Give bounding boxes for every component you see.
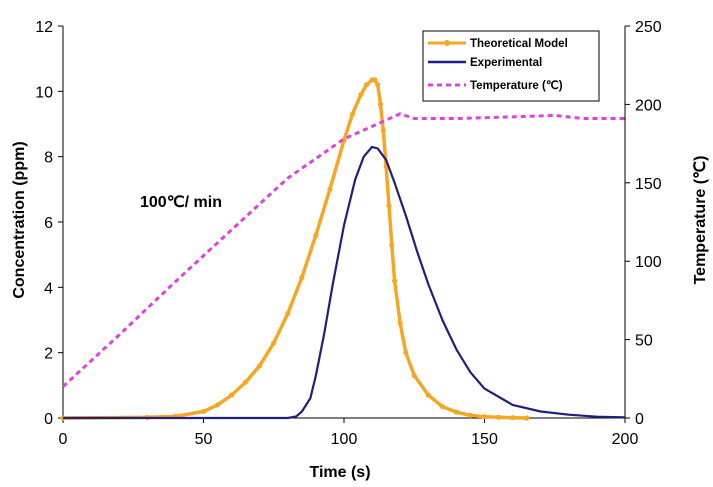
x-tick-label: 150 <box>471 431 498 448</box>
series-point-theoretical-model <box>439 403 445 410</box>
series-point-theoretical-model <box>214 402 221 408</box>
series-point-theoretical-model <box>327 186 333 192</box>
x-tick-label: 100 <box>331 431 358 448</box>
series-point-theoretical-model <box>257 363 263 369</box>
legend-label-theoretical: Theoretical Model <box>470 38 568 50</box>
y-tick-label: 6 <box>44 215 53 232</box>
series-point-theoretical-model <box>467 412 474 418</box>
series-point-theoretical-model <box>271 340 277 346</box>
series-point-theoretical-model <box>481 414 488 420</box>
y-tick-label: 12 <box>35 19 53 36</box>
series-point-theoretical-model <box>299 274 305 281</box>
y2-tick-label: 0 <box>635 411 644 428</box>
legend-marker-theoretical <box>444 40 450 46</box>
series-point-theoretical-model <box>397 320 403 326</box>
series-point-theoretical-model <box>509 415 516 421</box>
series-point-theoretical-model <box>285 310 291 317</box>
series-point-theoretical-model <box>372 77 378 83</box>
legend-label-temperature: Temperature (℃) <box>470 79 563 92</box>
series-point-theoretical-model <box>411 372 417 379</box>
series-point-theoretical-model <box>358 92 364 98</box>
series-point-theoretical-model <box>229 392 235 398</box>
x-axis-title: Time (s) <box>309 464 370 481</box>
series-point-theoretical-model <box>375 82 381 88</box>
series-point-theoretical-model <box>389 242 395 248</box>
x-tick-label: 0 <box>59 431 68 448</box>
y2-tick-label: 250 <box>635 19 662 36</box>
y2-tick-label: 200 <box>635 97 662 114</box>
series-point-theoretical-model <box>377 101 384 107</box>
y-tick-label: 4 <box>44 280 53 297</box>
legend-label-experimental: Experimental <box>470 57 542 69</box>
y-axis-title: Concentration (ppm) <box>11 141 28 298</box>
series-point-theoretical-model <box>349 111 356 117</box>
series-point-theoretical-model <box>243 379 249 385</box>
series-point-theoretical-model <box>425 392 431 398</box>
series-point-theoretical-model <box>391 278 398 284</box>
series-point-theoretical-model <box>453 409 459 415</box>
series-point-theoretical-model <box>403 350 409 356</box>
heating-rate-annotation: 100℃/ min <box>140 194 222 211</box>
y-tick-label: 8 <box>44 150 53 167</box>
y2-axis-title: Temperature (℃) <box>692 156 709 285</box>
x-tick-label: 50 <box>195 431 213 448</box>
y-tick-label: 10 <box>35 84 53 101</box>
series-point-theoretical-model <box>380 127 386 134</box>
series-point-theoretical-model <box>200 408 207 415</box>
series-point-theoretical-model <box>524 415 530 421</box>
series-point-theoretical-model <box>495 414 502 420</box>
x-tick-label: 200 <box>612 431 639 448</box>
series-line-experimental <box>63 145 626 420</box>
series-point-theoretical-model <box>386 203 392 209</box>
y2-tick-label: 150 <box>635 176 662 193</box>
series-point-theoretical-model <box>313 232 319 238</box>
y-tick-label: 2 <box>44 346 53 363</box>
series-point-theoretical-model <box>363 82 370 88</box>
series-line-temperature <box>61 112 625 388</box>
y2-tick-label: 50 <box>635 333 653 350</box>
series-line-theoretical-model <box>62 78 527 420</box>
y-tick-label: 0 <box>44 411 53 428</box>
y2-tick-label: 100 <box>635 254 662 271</box>
legend: Theoretical Model Experimental Temperatu… <box>422 30 600 102</box>
